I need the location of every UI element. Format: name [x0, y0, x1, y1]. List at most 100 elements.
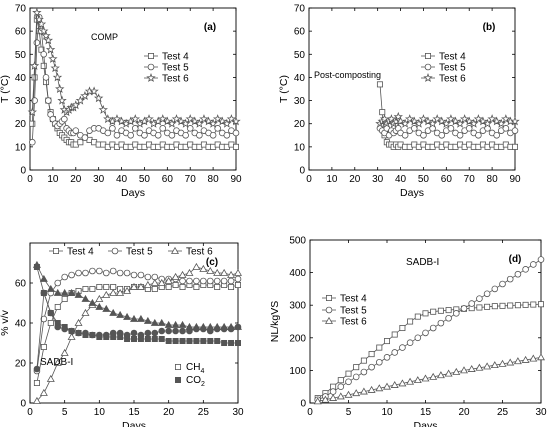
gas-legend-label: CH4 — [186, 362, 204, 375]
data-point — [116, 288, 125, 296]
data-point — [186, 337, 193, 344]
y-tick-label: 40 — [15, 73, 27, 84]
data-point — [33, 379, 40, 386]
data-point — [36, 19, 47, 29]
data-point — [430, 308, 437, 315]
data-point — [537, 256, 545, 263]
data-point — [116, 269, 124, 277]
legend-label: Test 5 — [439, 63, 466, 74]
data-point — [452, 310, 460, 317]
data-point — [32, 260, 41, 268]
data-point — [502, 125, 510, 132]
x-tick-label: 50 — [418, 174, 430, 185]
data-point — [172, 327, 179, 335]
data-point — [522, 266, 529, 273]
data-point — [329, 388, 337, 395]
data-point — [512, 143, 519, 150]
legend-marker — [325, 306, 333, 314]
panel-a: 0 10 20 30 40 50 60 70 80 90 0 10 20 30 40 50 60 70 Days T … — [0, 4, 242, 200]
data-point — [491, 116, 502, 126]
legend-marker — [423, 73, 433, 82]
data-point — [405, 114, 415, 124]
gas-legend-marker — [174, 376, 181, 383]
data-point — [391, 331, 398, 338]
data-point — [102, 304, 111, 312]
data-point — [513, 357, 522, 365]
data-point — [157, 318, 166, 326]
data-point — [137, 271, 145, 279]
data-point — [465, 125, 473, 132]
data-point — [473, 114, 484, 124]
data-point — [468, 300, 476, 307]
data-point — [40, 289, 48, 297]
data-point — [414, 334, 422, 342]
data-point — [72, 127, 80, 134]
legend-entry: Test 4 — [144, 52, 189, 63]
data-point — [82, 285, 89, 292]
x-tick-label: 5 — [346, 407, 352, 418]
data-point — [89, 331, 96, 339]
data-point — [482, 118, 493, 128]
data-point — [40, 343, 47, 350]
plot-frame — [29, 7, 237, 171]
data-point — [123, 286, 132, 294]
data-point — [491, 303, 498, 310]
data-point — [193, 283, 200, 290]
data-point — [220, 277, 228, 285]
gas-legend-marker — [174, 363, 181, 370]
legend-entry: Test 6 — [144, 73, 189, 85]
data-point — [31, 74, 38, 81]
x-tick-label: 20 — [163, 407, 175, 418]
x-tick-label: 40 — [395, 174, 407, 185]
data-point — [228, 283, 235, 290]
data-point — [186, 125, 194, 132]
data-point — [171, 272, 180, 280]
data-point — [383, 382, 391, 390]
data-point — [193, 337, 200, 344]
gas-legend-text: CH — [186, 362, 200, 373]
x-tick-label: 0 — [27, 174, 33, 185]
y-tick-label: 200 — [289, 333, 306, 344]
data-point — [407, 318, 414, 325]
data-point — [353, 364, 360, 371]
data-point — [39, 26, 49, 36]
y-tick-label: 100 — [289, 366, 306, 377]
data-point — [27, 107, 37, 117]
data-point — [383, 338, 390, 345]
data-point — [40, 50, 48, 58]
data-point — [447, 125, 455, 132]
data-point — [313, 397, 322, 405]
data-point — [151, 335, 158, 342]
panel-b: 0 10 20 30 40 50 60 70 80 90 0 10 20 30 40 50 60 70 Days T … — [278, 4, 521, 200]
data-point — [213, 277, 221, 285]
x-axis-title: Days — [414, 420, 438, 427]
data-point — [529, 261, 537, 268]
y-tick-label: 20 — [294, 119, 306, 130]
data-point — [345, 378, 352, 386]
x-tick-label: 10 — [326, 174, 338, 185]
data-point — [386, 114, 397, 124]
data-point — [217, 116, 227, 126]
data-point — [75, 269, 82, 277]
data-point — [60, 348, 69, 356]
data-point — [391, 349, 399, 356]
data-point — [144, 335, 151, 342]
data-point — [368, 351, 375, 358]
data-point — [98, 104, 108, 114]
data-point — [429, 324, 437, 332]
data-point — [200, 277, 207, 285]
data-point — [89, 285, 96, 292]
data-point — [109, 125, 116, 132]
data-point — [164, 320, 173, 328]
y-tick-label: 60 — [294, 27, 306, 38]
y-tick-label: 40 — [294, 73, 306, 84]
data-point — [199, 264, 208, 272]
data-point — [206, 266, 215, 274]
data-point — [144, 273, 152, 281]
data-point — [207, 337, 214, 344]
legend-marker — [325, 316, 333, 324]
y-tick-label: 400 — [289, 268, 306, 279]
data-point — [208, 118, 218, 128]
legend-entry: Test 6 — [322, 317, 367, 328]
data-point — [321, 395, 330, 403]
